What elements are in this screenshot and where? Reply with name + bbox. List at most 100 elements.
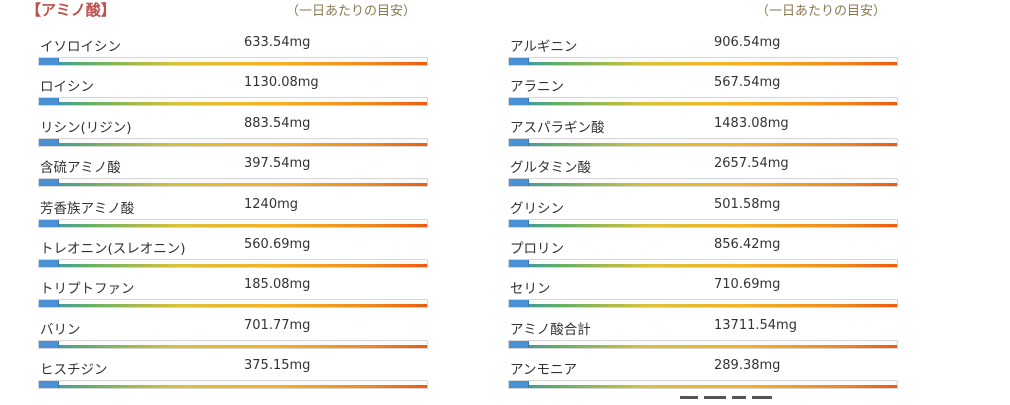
bar-fill <box>39 381 60 389</box>
nutrient-name: アルギニン <box>510 39 578 55</box>
nutrient-value: 883.54mg <box>244 115 311 131</box>
bar-gradient <box>509 304 897 308</box>
nutrient-row: アラニン 567.54mg <box>508 72 898 112</box>
nutrient-progress-bar <box>508 57 898 66</box>
bar-gradient <box>39 263 427 267</box>
nutrient-progress-bar <box>38 380 428 390</box>
bar-gradient <box>509 385 897 389</box>
bar-fill <box>39 98 60 106</box>
nutrient-value: 1483.08mg <box>714 115 789 131</box>
bar-gradient <box>39 385 427 389</box>
bar-gradient <box>509 263 897 267</box>
nutrient-value: 633.54mg <box>244 35 311 50</box>
nutrient-progress-bar <box>508 97 898 107</box>
nutrient-progress-bar <box>38 258 428 268</box>
bar-fill <box>39 219 60 227</box>
nutrient-value: 501.58mg <box>714 196 781 212</box>
nutrient-row: グリシン 501.58mg <box>508 194 898 234</box>
nutrient-value: 560.69mg <box>244 236 311 252</box>
nutrient-value: 1130.08mg <box>244 75 319 91</box>
bar-fill <box>39 340 60 348</box>
bar-fill <box>509 381 530 389</box>
bar-fill <box>509 259 530 267</box>
bar-gradient <box>509 102 897 106</box>
section-title: 【アミノ酸】 <box>26 1 116 19</box>
nutrient-value: 856.42mg <box>714 236 781 252</box>
nutrient-progress-bar <box>508 339 898 349</box>
nutrient-progress-bar <box>508 380 898 390</box>
nutrient-progress-bar <box>508 299 898 309</box>
nutrient-row: セリン 710.69mg <box>508 274 898 314</box>
nutrient-row: アルギニン 906.54mg <box>508 32 898 72</box>
nutrient-name: トレオニン(スレオニン) <box>40 240 186 257</box>
nutrient-progress-bar <box>38 339 428 349</box>
nutrient-value: 185.08mg <box>244 277 311 293</box>
nutrient-row: アスパラギン酸 1483.08mg <box>508 113 898 153</box>
nutrient-row: グルタミン酸 2657.54mg <box>508 153 898 193</box>
bar-fill <box>509 219 530 227</box>
bar-gradient <box>39 102 427 106</box>
bar-fill <box>39 300 60 308</box>
bar-fill <box>39 58 60 65</box>
bar-fill <box>509 98 530 106</box>
nutrient-progress-bar <box>38 137 428 147</box>
nutrient-value: 1240mg <box>244 196 298 212</box>
nutrient-value: 397.54mg <box>244 156 311 172</box>
nutrient-name: アラニン <box>510 79 564 96</box>
nutrient-row: プロリン 856.42mg <box>508 234 898 274</box>
nutrient-row: リシン(リジン) 883.54mg <box>38 113 428 153</box>
nutrient-progress-bar <box>508 218 898 228</box>
nutrient-row: ヒスチジン 375.15mg <box>38 355 428 395</box>
bar-gradient <box>509 62 897 65</box>
nutrient-value: 375.15mg <box>244 358 311 374</box>
bar-fill <box>39 179 60 187</box>
nutrient-progress-bar <box>508 258 898 268</box>
nutrient-row: ロイシン 1130.08mg <box>38 72 428 112</box>
nutrient-row: アミノ酸合計 13711.54mg <box>508 315 898 355</box>
nutrient-progress-bar <box>38 299 428 309</box>
bar-gradient <box>509 344 897 348</box>
nutrient-name: バリン <box>40 321 81 338</box>
nutrient-row: 芳香族アミノ酸 1240mg <box>38 194 428 234</box>
nutrient-name: グリシン <box>510 200 564 217</box>
bar-gradient <box>509 142 897 146</box>
bar-fill <box>509 179 530 187</box>
bar-fill <box>509 138 530 146</box>
bar-gradient <box>39 142 427 146</box>
nutrient-progress-bar <box>38 218 428 228</box>
nutrient-row: トレオニン(スレオニン) 560.69mg <box>38 234 428 274</box>
nutrient-name: グルタミン酸 <box>510 160 591 177</box>
nutrient-value: 289.38mg <box>714 358 781 374</box>
bar-gradient <box>509 183 897 187</box>
bar-gradient <box>39 62 427 65</box>
nutrient-row: アンモニア 289.38mg <box>508 355 898 395</box>
nutrient-name: リシン(リジン) <box>40 119 132 136</box>
bar-fill <box>509 58 530 65</box>
nutrient-row: 含硫アミノ酸 397.54mg <box>38 153 428 193</box>
nutrient-progress-bar <box>38 57 428 66</box>
bar-gradient <box>39 223 427 227</box>
bar-gradient <box>39 344 427 348</box>
nutrient-value: 2657.54mg <box>714 156 789 172</box>
daily-guide-label-right: （一日あたりの目安） <box>756 4 887 19</box>
daily-guide-label-left: （一日あたりの目安） <box>286 4 417 19</box>
bar-gradient <box>509 223 897 227</box>
nutrient-value: 567.54mg <box>714 75 781 91</box>
nutrient-name: ロイシン <box>40 79 94 96</box>
bar-gradient <box>39 183 427 187</box>
nutrient-value: 906.54mg <box>714 35 781 50</box>
nutrient-name: トリプトファン <box>40 281 135 298</box>
nutrient-value: 701.77mg <box>244 317 311 333</box>
bar-fill <box>509 300 530 308</box>
nutrient-name: ヒスチジン <box>40 362 108 379</box>
nutrient-name: アンモニア <box>510 362 577 379</box>
nutrient-progress-bar <box>508 137 898 147</box>
nutrient-name: アスパラギン酸 <box>510 119 605 136</box>
nutrient-name: イソロイシン <box>40 39 121 55</box>
clipped-text-fragment <box>680 396 800 405</box>
nutrient-row: トリプトファン 185.08mg <box>38 274 428 314</box>
bar-fill <box>509 340 530 348</box>
nutrient-row: バリン 701.77mg <box>38 315 428 355</box>
nutrient-progress-bar <box>508 178 898 188</box>
nutrient-name: アミノ酸合計 <box>510 321 591 338</box>
